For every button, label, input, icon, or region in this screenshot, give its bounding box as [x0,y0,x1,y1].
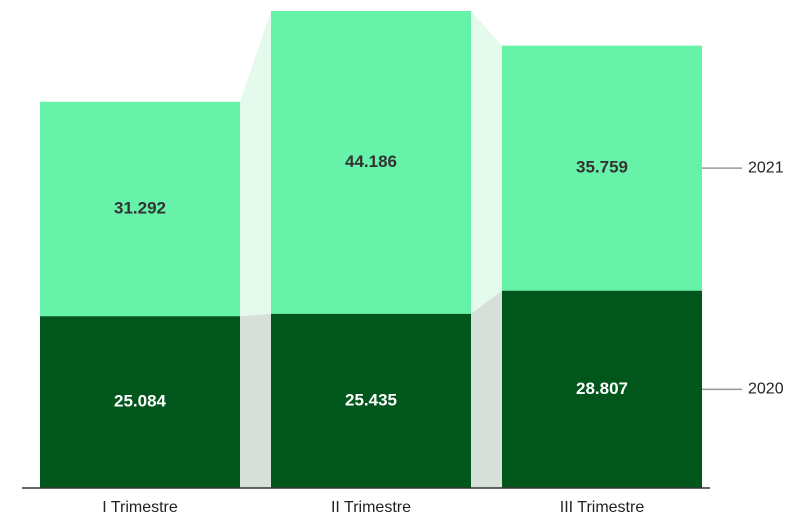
connector [240,313,271,488]
connector [240,11,271,317]
bar-segment [271,313,471,488]
connector [471,290,502,488]
data-label: 28.807 [576,379,628,398]
bar-segment [502,45,702,291]
data-label: 44.186 [345,152,397,171]
x-tick-label: I Trimestre [102,499,178,515]
data-label: 35.759 [576,158,628,177]
bar-segment [502,290,702,488]
data-label: 25.084 [114,392,167,411]
x-tick-label: III Trimestre [560,499,645,515]
connector [471,11,502,314]
bar-segment [40,101,240,317]
bar-segment [40,316,240,488]
bar-segment [271,11,471,314]
data-label: 31.292 [114,198,166,217]
data-label: 25.435 [345,390,397,409]
legend-label: 2020 [748,381,784,398]
x-tick-label: II Trimestre [331,499,411,515]
legend-label: 2021 [748,159,784,176]
